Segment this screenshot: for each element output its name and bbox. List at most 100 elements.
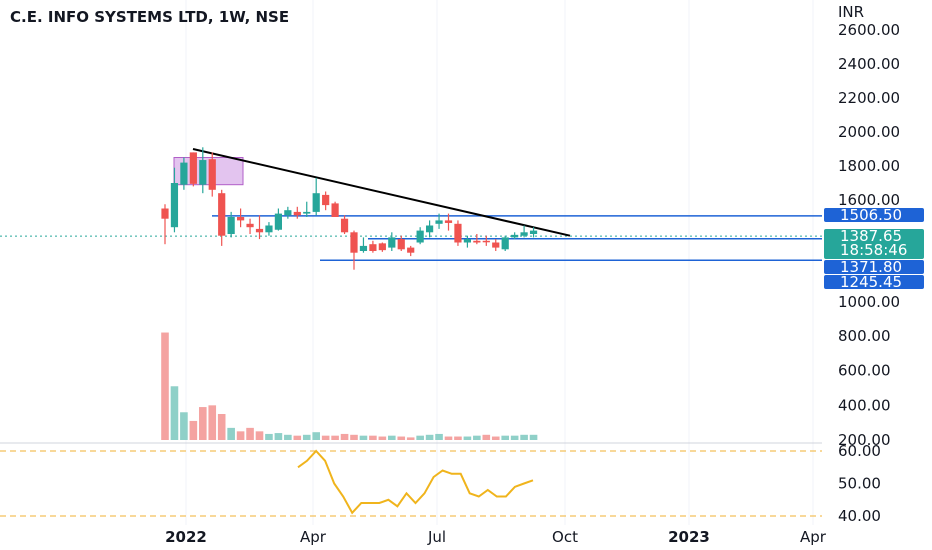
candle — [189, 152, 197, 187]
volume-bar — [246, 427, 254, 440]
candle-body — [463, 239, 471, 243]
volume-bar — [473, 435, 481, 440]
candle — [378, 242, 386, 252]
price-axis[interactable]: INR 2600.00 2400.00 2200.00 2000.00 1800.00 1… — [838, 3, 900, 525]
volume-bar — [189, 420, 198, 440]
candle — [199, 147, 207, 194]
candlesticks — [161, 147, 538, 270]
volume-bar — [397, 436, 406, 440]
candle-body — [520, 232, 528, 236]
price-axis-label: 1600.00 — [838, 191, 900, 209]
volume-bar — [293, 435, 302, 440]
trend-line[interactable] — [192, 148, 571, 237]
candle-body — [511, 234, 519, 238]
candle — [255, 215, 264, 240]
price-tag-background — [824, 260, 924, 274]
candle — [511, 232, 519, 240]
candle-body — [416, 230, 424, 243]
candle-body — [331, 203, 339, 217]
volume-bar — [161, 332, 169, 440]
rsi-line — [297, 449, 534, 515]
candle — [501, 235, 509, 251]
candle — [284, 206, 292, 219]
candle-body — [501, 237, 509, 250]
volume-bar — [199, 407, 207, 440]
volume-bar — [255, 431, 264, 440]
price-axis-label: 2200.00 — [838, 89, 900, 107]
volume-bar — [388, 435, 396, 440]
candle — [426, 220, 434, 238]
candle-body — [161, 208, 169, 219]
candle — [265, 222, 273, 236]
volume-bar — [208, 405, 217, 440]
volume-bar — [435, 433, 443, 440]
candle-body — [218, 193, 226, 236]
candle — [416, 227, 424, 245]
candle-body — [274, 213, 282, 230]
volume-bar — [501, 435, 509, 440]
volume-bar — [227, 427, 235, 440]
candle — [435, 213, 443, 229]
price-tag-level-1506[interactable]: 1506.50 — [824, 206, 924, 224]
volume-bar — [321, 435, 330, 440]
volume-bar — [340, 433, 349, 440]
price-axis-label: 2600.00 — [838, 21, 900, 39]
volume-bar — [217, 414, 226, 440]
candle-body — [350, 232, 358, 253]
candle-body — [435, 220, 443, 224]
volume-bar — [180, 412, 188, 440]
time-axis-label: Jul — [427, 528, 446, 546]
volume-bar — [274, 433, 283, 440]
price-tag-level-1245[interactable]: 1245.45 — [824, 273, 924, 291]
candle-body — [208, 159, 216, 190]
candle — [293, 206, 301, 219]
candle — [161, 204, 169, 245]
candle-body — [482, 240, 490, 243]
candle — [407, 245, 415, 257]
volume-bar — [312, 432, 320, 440]
candle-body — [237, 217, 245, 221]
volume-bar — [236, 431, 245, 440]
time-axis[interactable]: 2022 Apr Jul Oct 2023 Apr — [165, 528, 827, 546]
candle-body — [454, 223, 462, 243]
volume-bar — [510, 435, 519, 440]
candle — [274, 208, 282, 231]
candle — [208, 152, 216, 197]
candle — [397, 235, 405, 251]
candle-body — [255, 228, 264, 233]
grid — [185, 0, 814, 525]
time-axis-label: Apr — [300, 528, 327, 546]
time-axis-label: Oct — [552, 528, 578, 546]
candle — [246, 218, 254, 234]
candle-body — [312, 193, 320, 212]
volume-bar — [463, 436, 472, 440]
candle-body — [492, 242, 500, 248]
candle — [444, 213, 453, 231]
bar-countdown: 18:58:46 — [840, 241, 907, 259]
price-tag-background — [824, 208, 924, 222]
price-tag-level-1371[interactable]: 1371.80 — [824, 258, 924, 276]
chart-drawings — [0, 148, 822, 262]
volume-bar — [369, 435, 377, 440]
candle — [473, 234, 481, 245]
volume-bar — [378, 436, 387, 440]
candle-body — [246, 223, 254, 228]
candle-body — [189, 152, 197, 184]
candle-body — [378, 243, 386, 251]
volume-bar — [491, 436, 500, 440]
price-axis-label: 2000.00 — [838, 123, 900, 141]
time-axis-label: 2023 — [668, 528, 710, 546]
rsi-axis-label: 40.00 — [838, 507, 881, 525]
volume-bar — [425, 434, 434, 440]
candle — [369, 240, 377, 253]
volume-bar — [454, 436, 462, 440]
candle-body — [265, 225, 273, 233]
volume-bar — [265, 433, 273, 440]
candle — [312, 177, 320, 216]
volume-bar — [284, 434, 292, 440]
candle-body — [444, 220, 453, 223]
candle-body — [340, 218, 349, 233]
candle-body — [180, 162, 188, 185]
